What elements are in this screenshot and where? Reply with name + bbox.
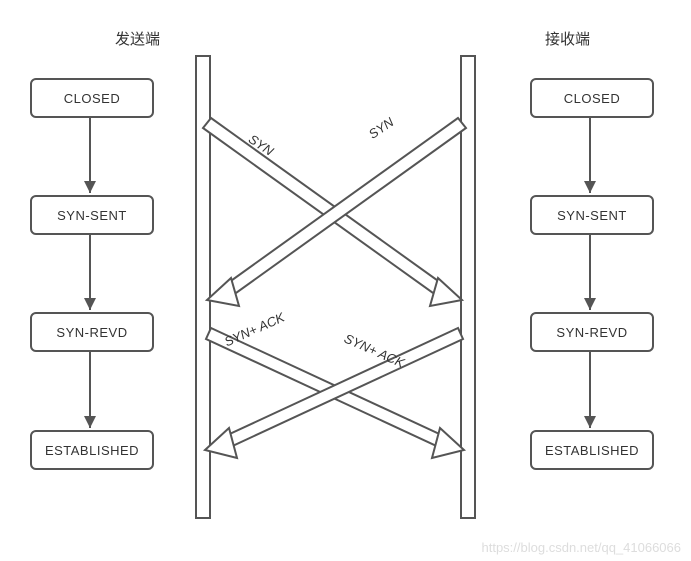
syn-label-rtl: SYN — [366, 114, 397, 141]
sender-state-closed: CLOSED — [30, 78, 154, 118]
synack-label-rtl: SYN+ ACK — [222, 310, 287, 350]
sender-state-synsent: SYN-SENT — [30, 195, 154, 235]
sender-timeline — [195, 55, 211, 519]
syn-arrow-right-to-left — [207, 118, 466, 306]
sender-header: 发送端 — [115, 28, 160, 49]
watermark: https://blog.csdn.net/qq_41066066 — [482, 540, 682, 555]
receiver-state-synsent: SYN-SENT — [530, 195, 654, 235]
receiver-state-closed: CLOSED — [530, 78, 654, 118]
receiver-state-established: ESTABLISHED — [530, 430, 654, 470]
sender-state-synrevd: SYN-REVD — [30, 312, 154, 352]
receiver-state-synrevd: SYN-REVD — [530, 312, 654, 352]
synack-arrow-right-to-left — [205, 328, 463, 458]
receiver-timeline — [460, 55, 476, 519]
sender-state-established: ESTABLISHED — [30, 430, 154, 470]
receiver-header: 接收端 — [545, 28, 590, 49]
syn-label-ltr: SYN — [246, 131, 277, 158]
synack-label-ltr: SYN+ ACK — [342, 331, 407, 371]
synack-arrow-left-to-right — [206, 328, 464, 458]
syn-arrow-left-to-right — [203, 118, 462, 306]
